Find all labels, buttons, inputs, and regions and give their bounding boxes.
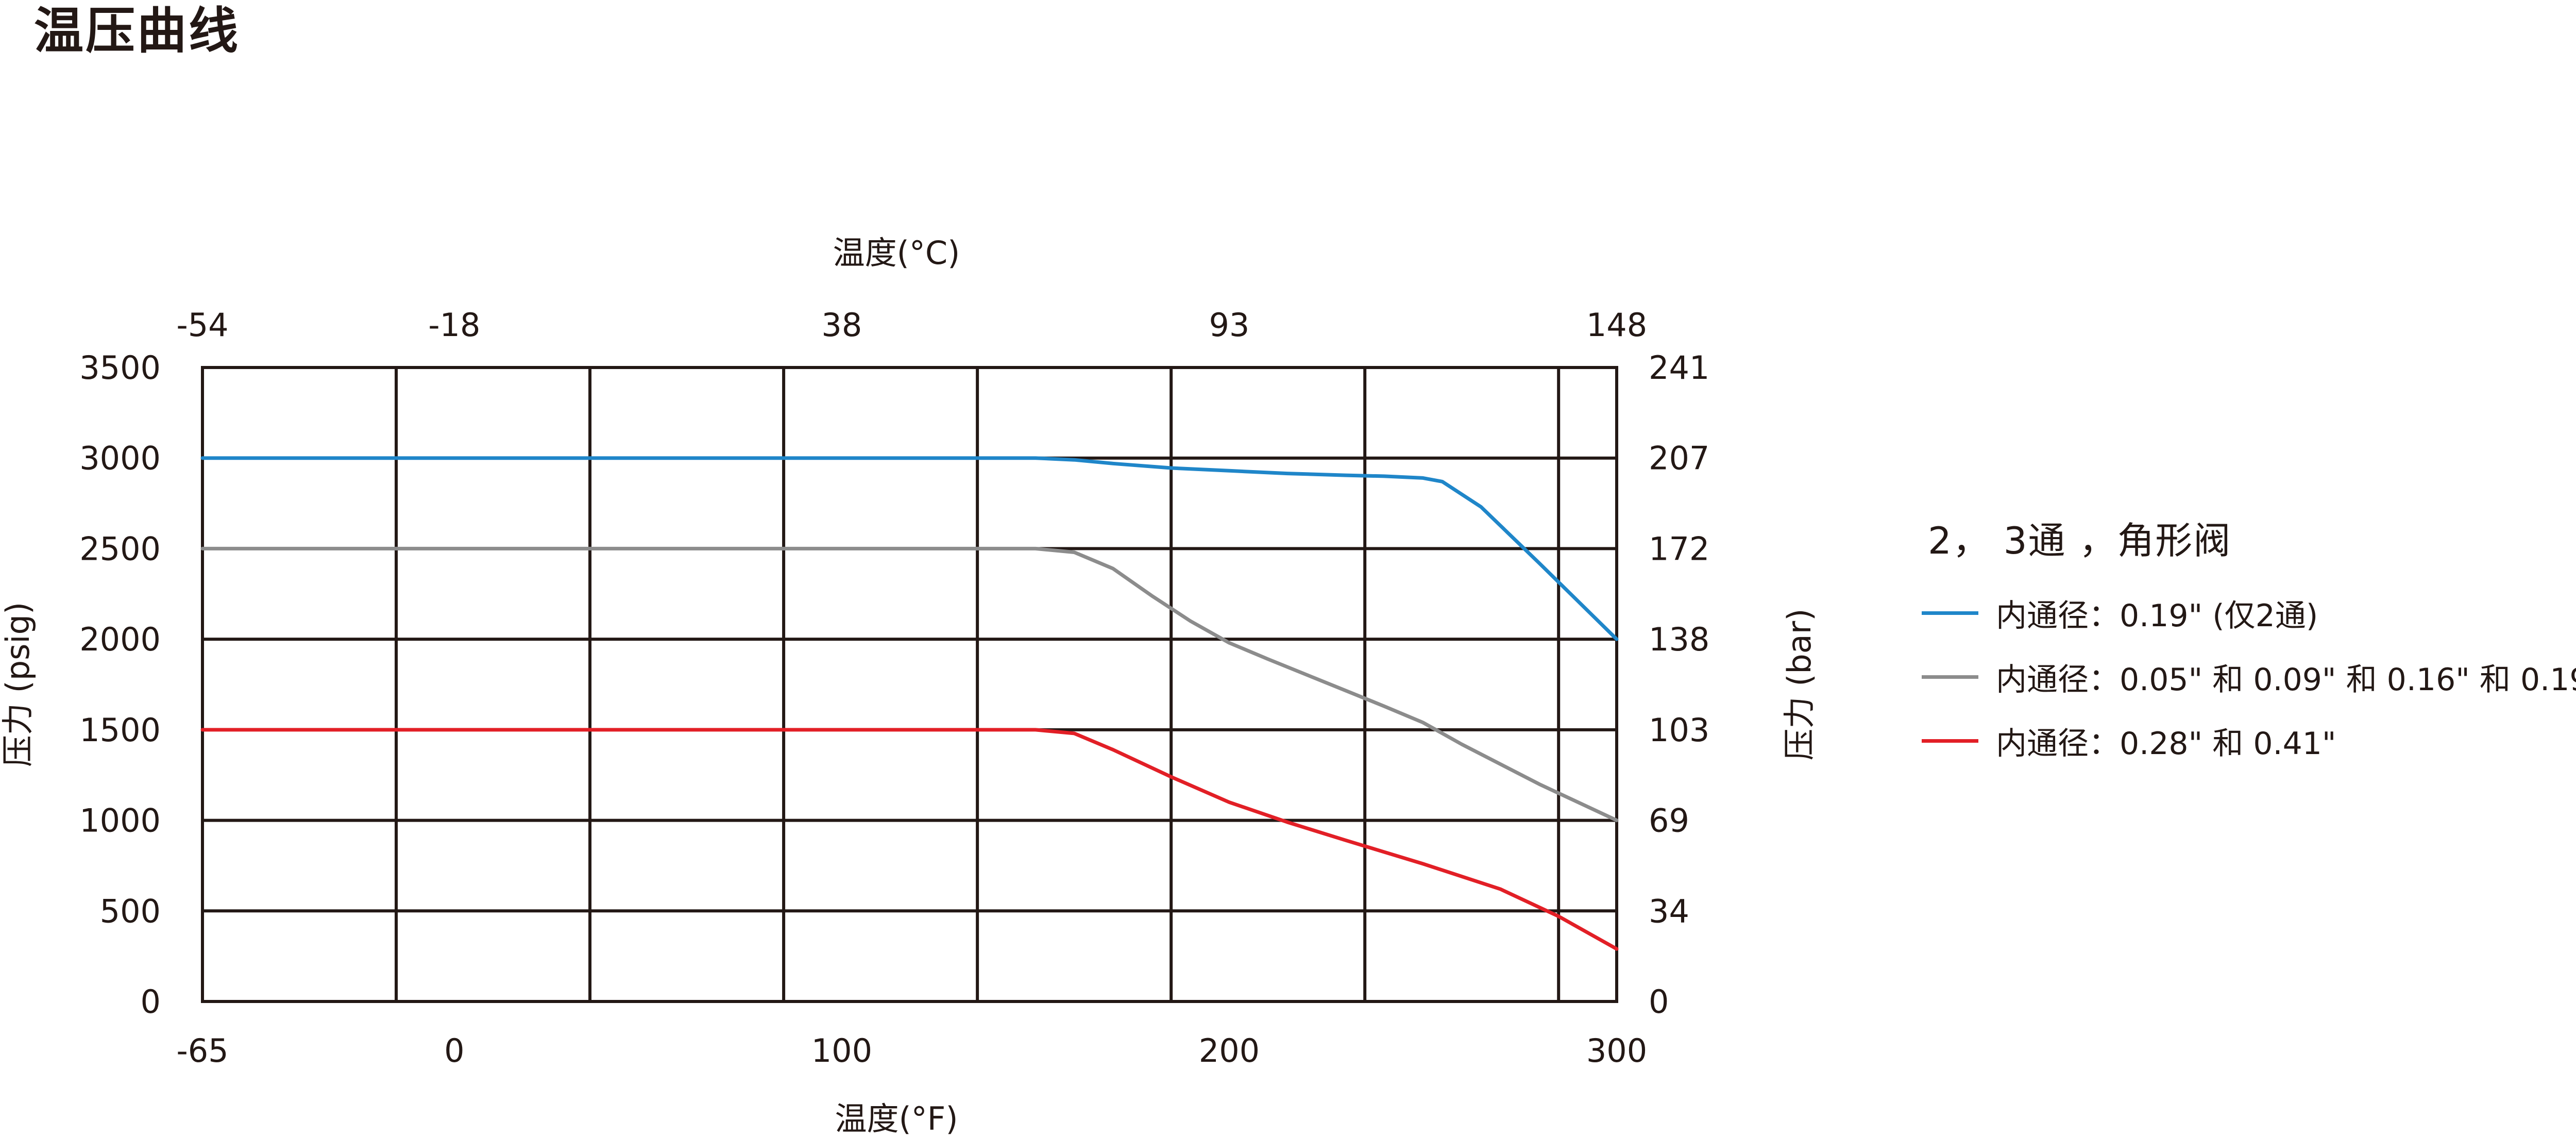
- legend-swatch-series-1: [1922, 611, 1978, 615]
- y-right-axis-title: 压力 (bar): [1781, 609, 1818, 761]
- legend-label-series-2: 内通径：0.05" 和 0.09" 和 0.16" 和 0.19": [1996, 661, 2576, 698]
- x-top-tick-label: 93: [1209, 306, 1249, 344]
- page-title: 温压曲线: [34, 2, 240, 60]
- y-left-axis-title: 压力 (psig): [0, 602, 37, 767]
- y-left-tick-label: 0: [141, 983, 161, 1021]
- x-top-tick-label: -54: [176, 306, 228, 344]
- y-left-tick-label: 3500: [79, 349, 161, 387]
- series-lines: [200, 456, 1619, 951]
- y-left-tick-label: 500: [100, 892, 161, 930]
- y-right-tick-label: 241: [1649, 349, 1709, 387]
- x-top-tick-label: 148: [1586, 306, 1647, 344]
- x-top-tick-label: -18: [428, 306, 480, 344]
- legend-title: 2， 3通 ，角形阀: [1928, 519, 2232, 562]
- x-bottom-tick-label: -65: [176, 1032, 228, 1070]
- legend-swatch-series-2: [1922, 675, 1978, 679]
- y-right-tick-label: 0: [1649, 983, 1669, 1021]
- y-left-tick-label: 1500: [79, 711, 161, 749]
- y-left-tick-label: 1000: [79, 802, 161, 840]
- x-top-axis-title: 温度(°C): [833, 234, 960, 272]
- legend-item-series-2: 内通径：0.05" 和 0.09" 和 0.16" 和 0.19": [1922, 658, 2576, 698]
- x-bottom-tick-label: 200: [1199, 1032, 1260, 1070]
- legend-label-series-1: 内通径：0.19" (仅2通): [1996, 597, 2318, 634]
- legend-swatch-series-3: [1922, 739, 1978, 743]
- legend: 2， 3通 ，角形阀 内通径：0.19" (仅2通) 内通径：0.05" 和 0…: [1922, 510, 2576, 786]
- y-left-tick-label: 2000: [79, 621, 161, 658]
- axes: -65 0 100 200 300 温度(°F) -54 -18 38 93 148 温度(°C) 0 5…: [0, 234, 1818, 1136]
- series-line-3: [200, 728, 1619, 951]
- legend-item-series-3: 内通径：0.28" 和 0.41": [1922, 722, 2576, 762]
- y-right-tick-label: 207: [1649, 440, 1709, 477]
- legend-item-series-1: 内通径：0.19" (仅2通): [1922, 594, 2576, 634]
- y-right-tick-label: 138: [1649, 621, 1709, 658]
- y-right-tick-label: 69: [1649, 802, 1689, 840]
- x-bottom-tick-label: 300: [1586, 1032, 1647, 1070]
- legend-label-series-3: 内通径：0.28" 和 0.41": [1996, 725, 2336, 762]
- y-right-tick-label: 103: [1649, 711, 1709, 749]
- plot-frame: [201, 366, 1618, 1003]
- grid: [201, 366, 1617, 1003]
- series-line-2: [200, 546, 1619, 823]
- x-bottom-axis-title: 温度(°F): [835, 1100, 958, 1136]
- y-right-tick-label: 34: [1649, 892, 1689, 930]
- series-line-1: [200, 456, 1619, 641]
- y-left-tick-label: 2500: [79, 530, 161, 567]
- x-bottom-tick-label: 100: [811, 1032, 872, 1070]
- x-bottom-tick-label: 0: [444, 1032, 464, 1070]
- y-left-tick-label: 3000: [79, 440, 161, 477]
- y-right-tick-label: 172: [1649, 530, 1709, 567]
- x-top-tick-label: 38: [821, 306, 862, 344]
